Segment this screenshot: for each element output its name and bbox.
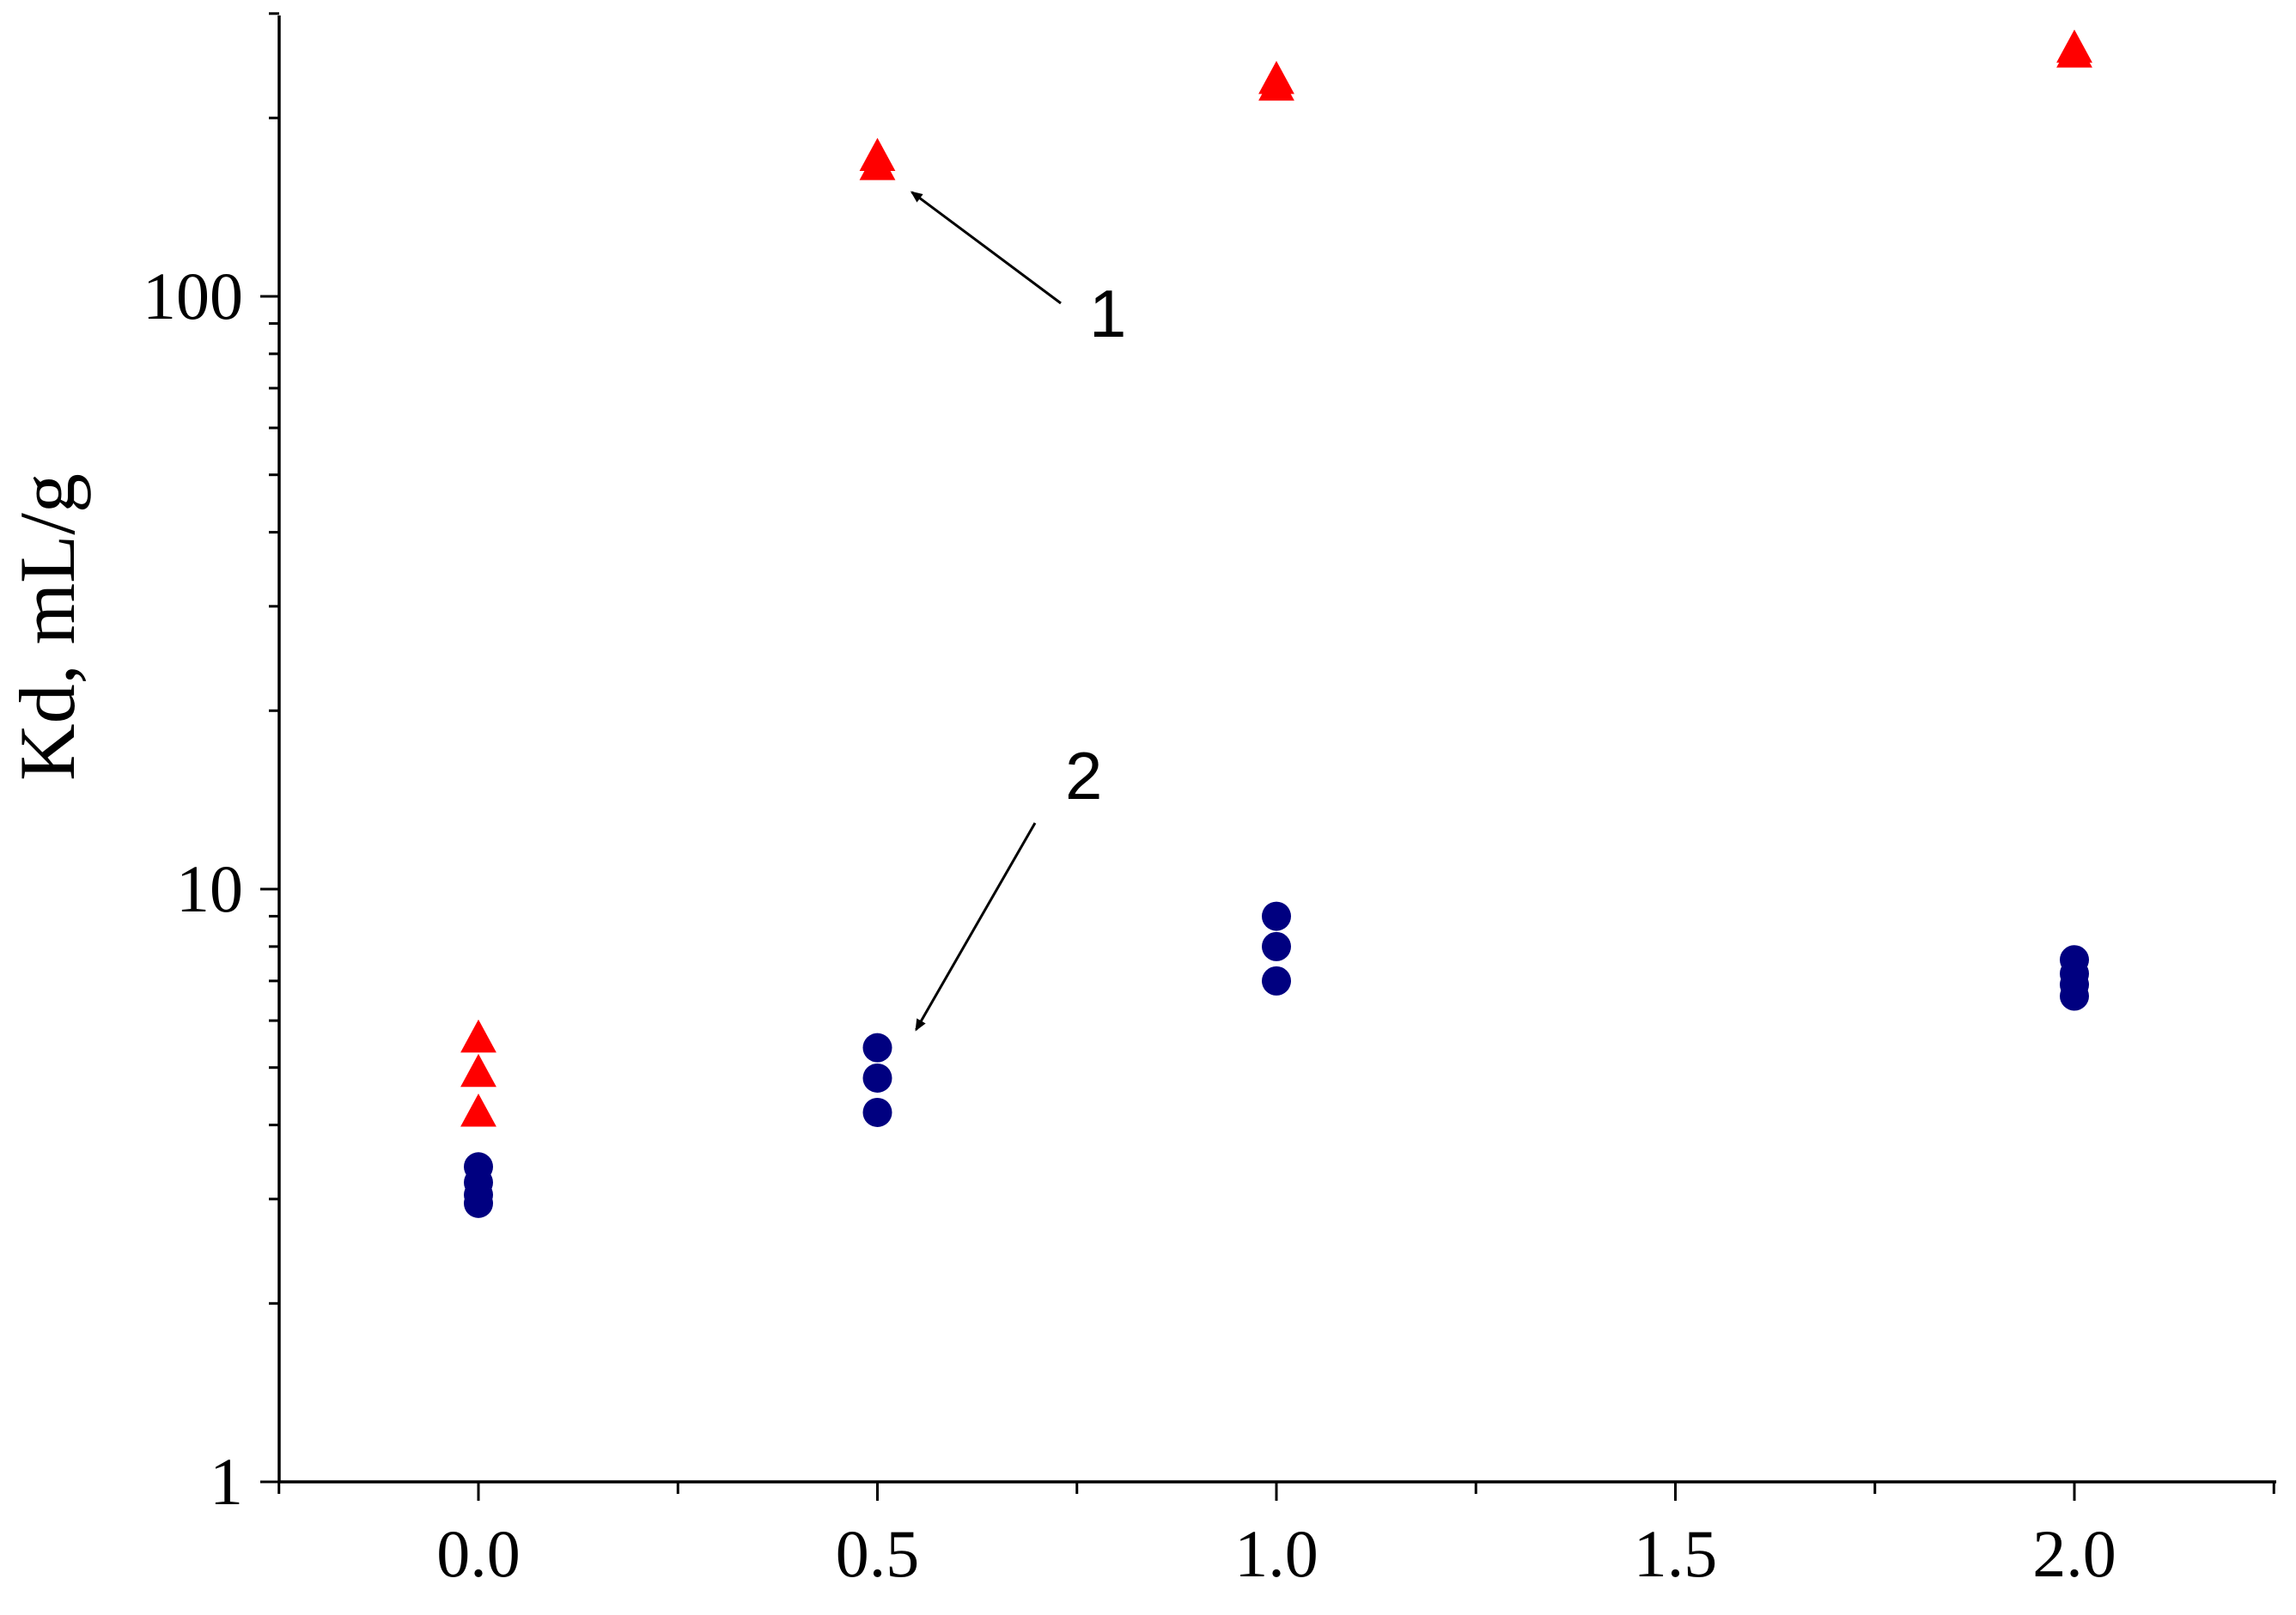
x-tick-label: 1.0 (1234, 1516, 1319, 1591)
triangle-data-point (859, 147, 896, 180)
annotation-label-2: 2 (1065, 738, 1102, 814)
circle-data-point (1262, 931, 1291, 961)
circle-data-point (862, 1097, 892, 1127)
x-tick-label: 1.5 (1634, 1516, 1718, 1591)
circle-data-point (464, 1188, 493, 1218)
triangle-data-point (2056, 34, 2092, 68)
triangle-data-point (460, 1093, 496, 1127)
ticks-layer: 0.0 0.5 1.0 1.5 2.0 1 10 100 (143, 12, 2275, 1591)
y-tick-label: 100 (143, 259, 243, 333)
triangle-data-point (460, 1053, 496, 1088)
x-tick-label: 0.0 (436, 1516, 521, 1591)
circle-data-point (2060, 981, 2089, 1011)
annotation-arrow-2 (915, 822, 1037, 1032)
triangle-data-point (460, 1019, 496, 1053)
x-tick-label: 0.5 (836, 1516, 920, 1591)
y-tick-label: 1 (210, 1444, 243, 1519)
x-tick-label: 2.0 (2032, 1516, 2116, 1591)
annotation-layer: 12 (910, 191, 1126, 1032)
y-axis-title: Kd, mL/g (3, 473, 91, 781)
triangle-data-point (1258, 67, 1294, 101)
circle-data-point (1262, 966, 1291, 996)
annotation-label-1: 1 (1089, 276, 1126, 351)
circle-data-point (862, 1063, 892, 1093)
circle-data-point (1262, 901, 1291, 931)
axes-layer (277, 15, 2276, 1484)
circle-data-point (862, 1033, 892, 1063)
annotation-arrow-1 (910, 191, 1062, 305)
marks-layer (460, 29, 2092, 1218)
y-tick-label: 10 (176, 851, 243, 926)
